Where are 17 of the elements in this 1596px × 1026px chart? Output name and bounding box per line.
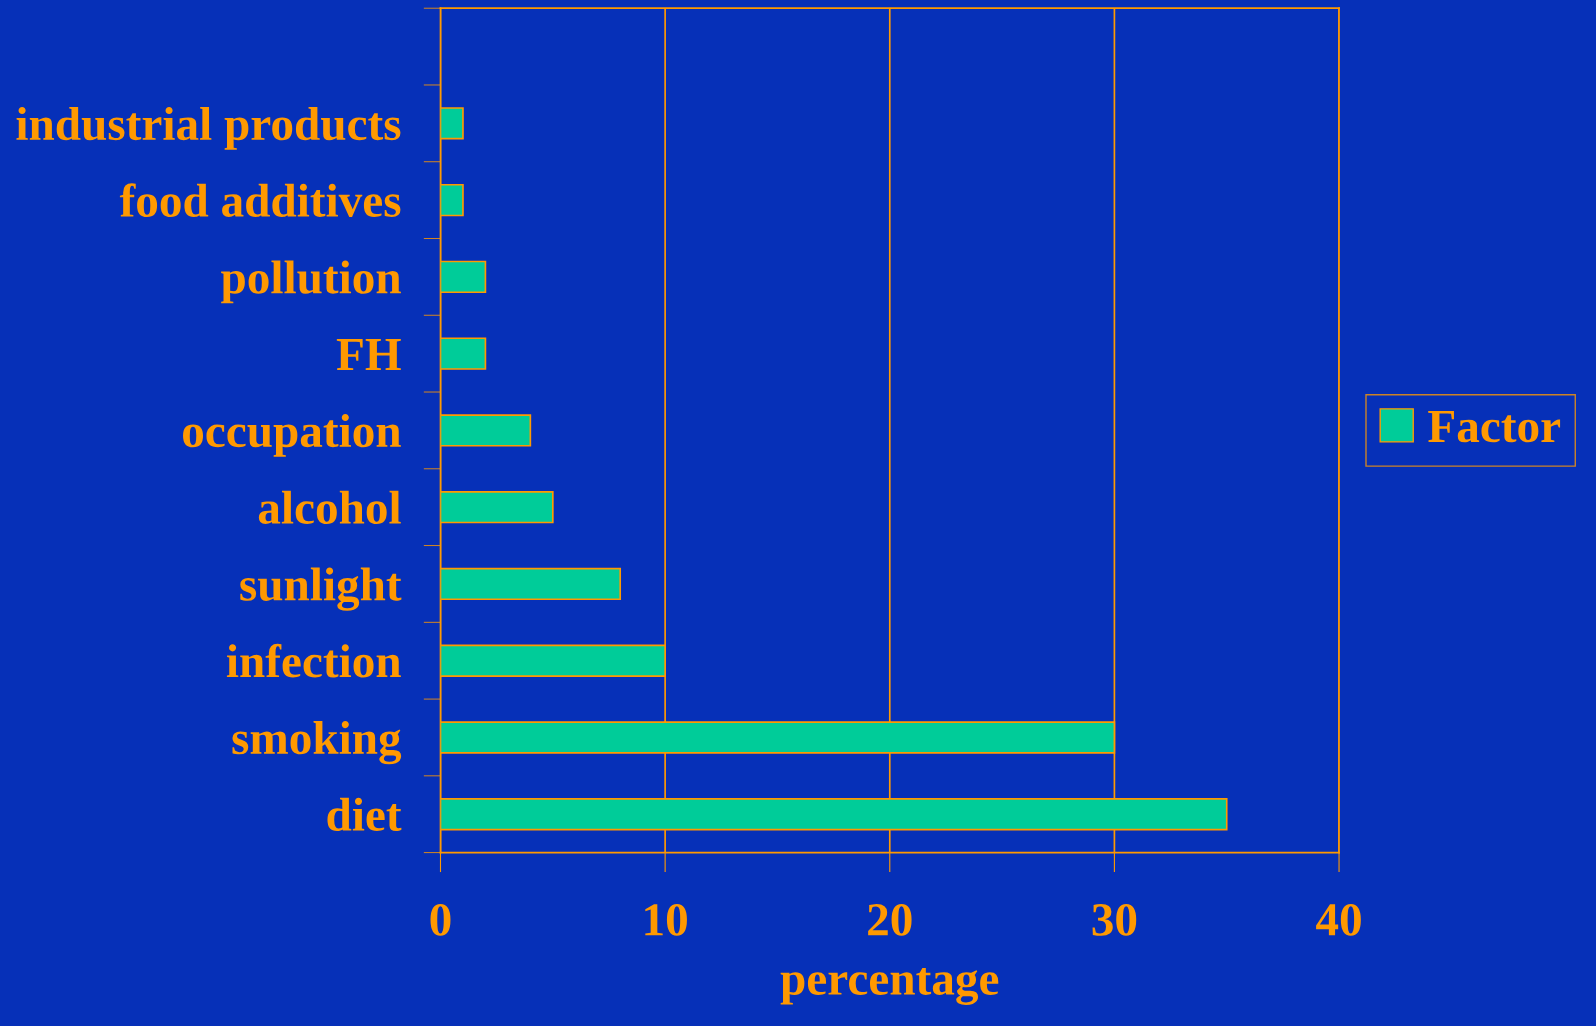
x-tick-label: 20: [868, 903, 912, 936]
x-axis-title: percentage: [780, 967, 999, 1005]
y-tick-label: industrial products: [16, 106, 401, 150]
y-tick-label: diet: [327, 797, 402, 832]
y-tick-label: occupation: [183, 414, 401, 457]
y-tick-label: sunlight: [240, 567, 402, 611]
y-tick-label: smoking: [232, 721, 402, 765]
x-tick-label: 0: [430, 903, 451, 936]
x-tick-label: 40: [1316, 903, 1361, 936]
y-tick-label: alcohol: [258, 490, 401, 525]
legend-label: Factor: [1428, 410, 1561, 443]
y-tick-label: pollution: [221, 260, 401, 304]
x-tick-label: 10: [645, 903, 687, 936]
y-tick-label: food additives: [119, 183, 401, 217]
y-tick-label: FH: [336, 339, 401, 371]
y-tick-label: infection: [226, 643, 401, 678]
x-tick-label: 30: [1092, 903, 1137, 936]
